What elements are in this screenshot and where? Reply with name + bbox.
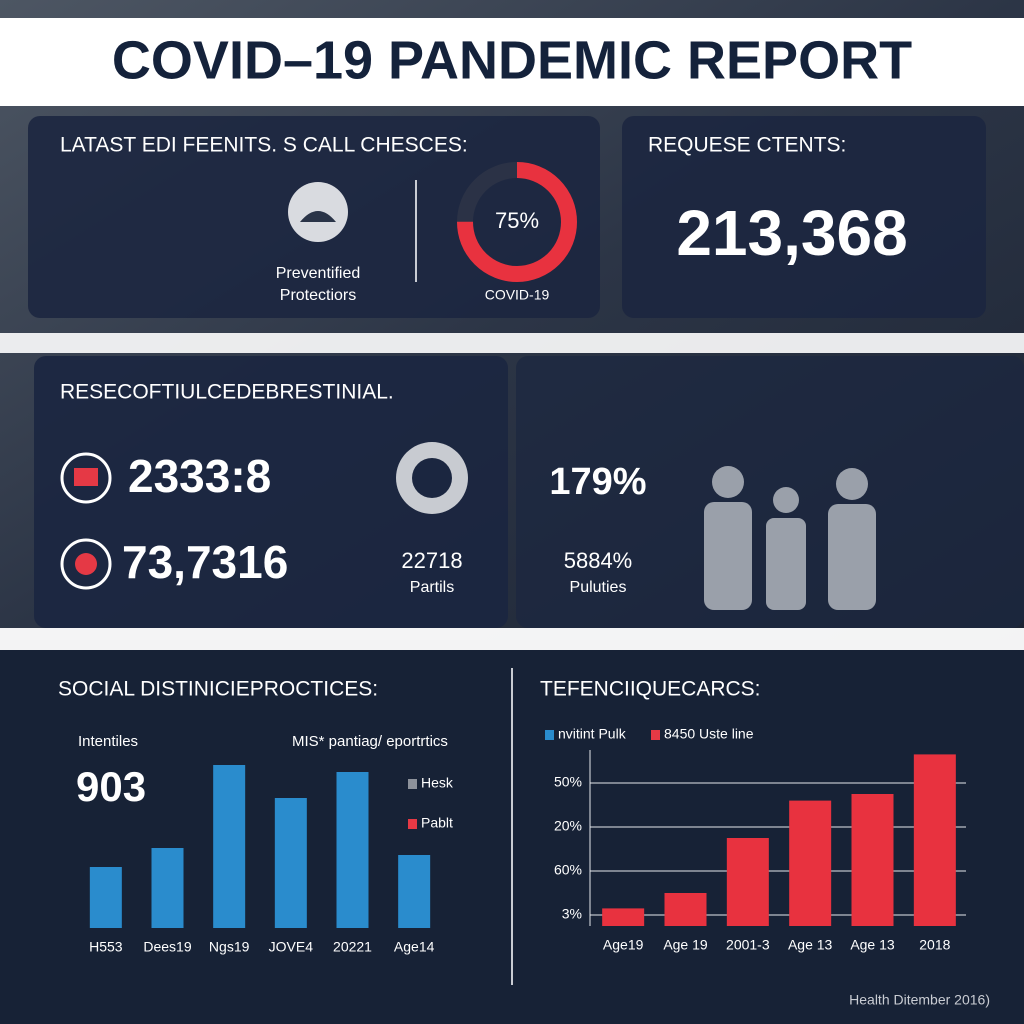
- divider: [0, 628, 1024, 650]
- x-tick-label: 2018: [919, 937, 950, 953]
- people-icon: [704, 466, 876, 610]
- donut-value: 75%: [495, 208, 539, 233]
- bar: [151, 848, 184, 928]
- bar: [851, 794, 894, 926]
- x-tick-label: Age 19: [663, 937, 708, 953]
- x-tick-label: JOVE4: [269, 939, 314, 955]
- annotation-label: Intentiles: [78, 733, 138, 750]
- icon: [75, 553, 97, 575]
- panel-title: RESECOFTIULCEDEBRESTINIAL.: [60, 381, 394, 404]
- donut-label: COVID-19: [485, 287, 550, 303]
- stat: 2333:8: [128, 450, 271, 502]
- stat-label: Puluties: [570, 579, 627, 596]
- title: COVID–19 PANDEMIC REPORT: [112, 30, 912, 90]
- icon-label: Preventified: [276, 265, 361, 282]
- x-tick-label: H553: [89, 939, 123, 955]
- legend-label: nvitint Pulk: [558, 726, 627, 742]
- bar: [274, 798, 307, 928]
- chart-title: TEFENCIIQUECARCS:: [540, 678, 761, 701]
- x-tick-label: Age 13: [850, 937, 895, 953]
- stat: 73,7316: [122, 536, 288, 588]
- legend-swatch: [408, 779, 417, 789]
- legend-label: Pablt: [421, 815, 453, 831]
- annotation-value: 903: [76, 763, 146, 810]
- y-tick-label: 60%: [554, 862, 582, 878]
- icon: [60, 452, 112, 504]
- legend-label: Hesk: [421, 775, 454, 791]
- header-band: [0, 18, 1024, 106]
- bar: [213, 765, 246, 928]
- chart-subtitle: MIS* pantiag/ eportrtics: [292, 733, 448, 750]
- side-value: 22718: [401, 548, 462, 573]
- panel: [516, 356, 1024, 628]
- donut-arc: [457, 162, 577, 282]
- icon-label: Protectiors: [280, 287, 356, 304]
- legend-label: 8450 Uste line: [664, 726, 754, 742]
- bar: [398, 855, 431, 928]
- icon: [300, 211, 336, 222]
- panel-title: LATAST EDI FEENITS. S CALL CHESCES:: [60, 134, 468, 157]
- divider: [0, 333, 1024, 353]
- legend-swatch: [545, 730, 554, 740]
- legend-swatch: [651, 730, 660, 740]
- panel: [34, 356, 508, 628]
- x-tick-label: Age14: [394, 939, 435, 955]
- stat: 179%: [549, 461, 646, 503]
- icon: [60, 538, 112, 590]
- x-tick-label: Age 13: [788, 937, 833, 953]
- y-tick-label: 50%: [554, 774, 582, 790]
- x-tick-label: 2001-3: [726, 937, 770, 953]
- y-tick-label: 20%: [554, 818, 582, 834]
- bar: [602, 908, 645, 926]
- icon: [74, 468, 98, 486]
- x-tick-label: Dees19: [143, 939, 191, 955]
- x-tick-label: 20221: [333, 939, 372, 955]
- footer: Health Ditember 2016): [849, 992, 990, 1008]
- bar: [336, 772, 369, 928]
- y-tick-label: 3%: [562, 906, 582, 922]
- bar: [664, 893, 707, 926]
- side-label: Partils: [410, 579, 454, 596]
- panel-title: REQUESE CTENTS:: [648, 134, 846, 157]
- bar: [726, 838, 769, 926]
- legend-swatch: [408, 819, 417, 829]
- x-tick-label: Age19: [603, 937, 644, 953]
- bar: [789, 800, 832, 926]
- chart-title: SOCIAL DISTINICIEPROCTICES:: [58, 678, 378, 701]
- x-tick-label: Ngs19: [209, 939, 250, 955]
- virus-icon: [412, 458, 452, 498]
- bar: [913, 754, 956, 926]
- stat: 5884%: [564, 548, 633, 573]
- panel: [622, 116, 986, 318]
- big-number: 213,368: [676, 197, 907, 269]
- bar: [89, 867, 122, 928]
